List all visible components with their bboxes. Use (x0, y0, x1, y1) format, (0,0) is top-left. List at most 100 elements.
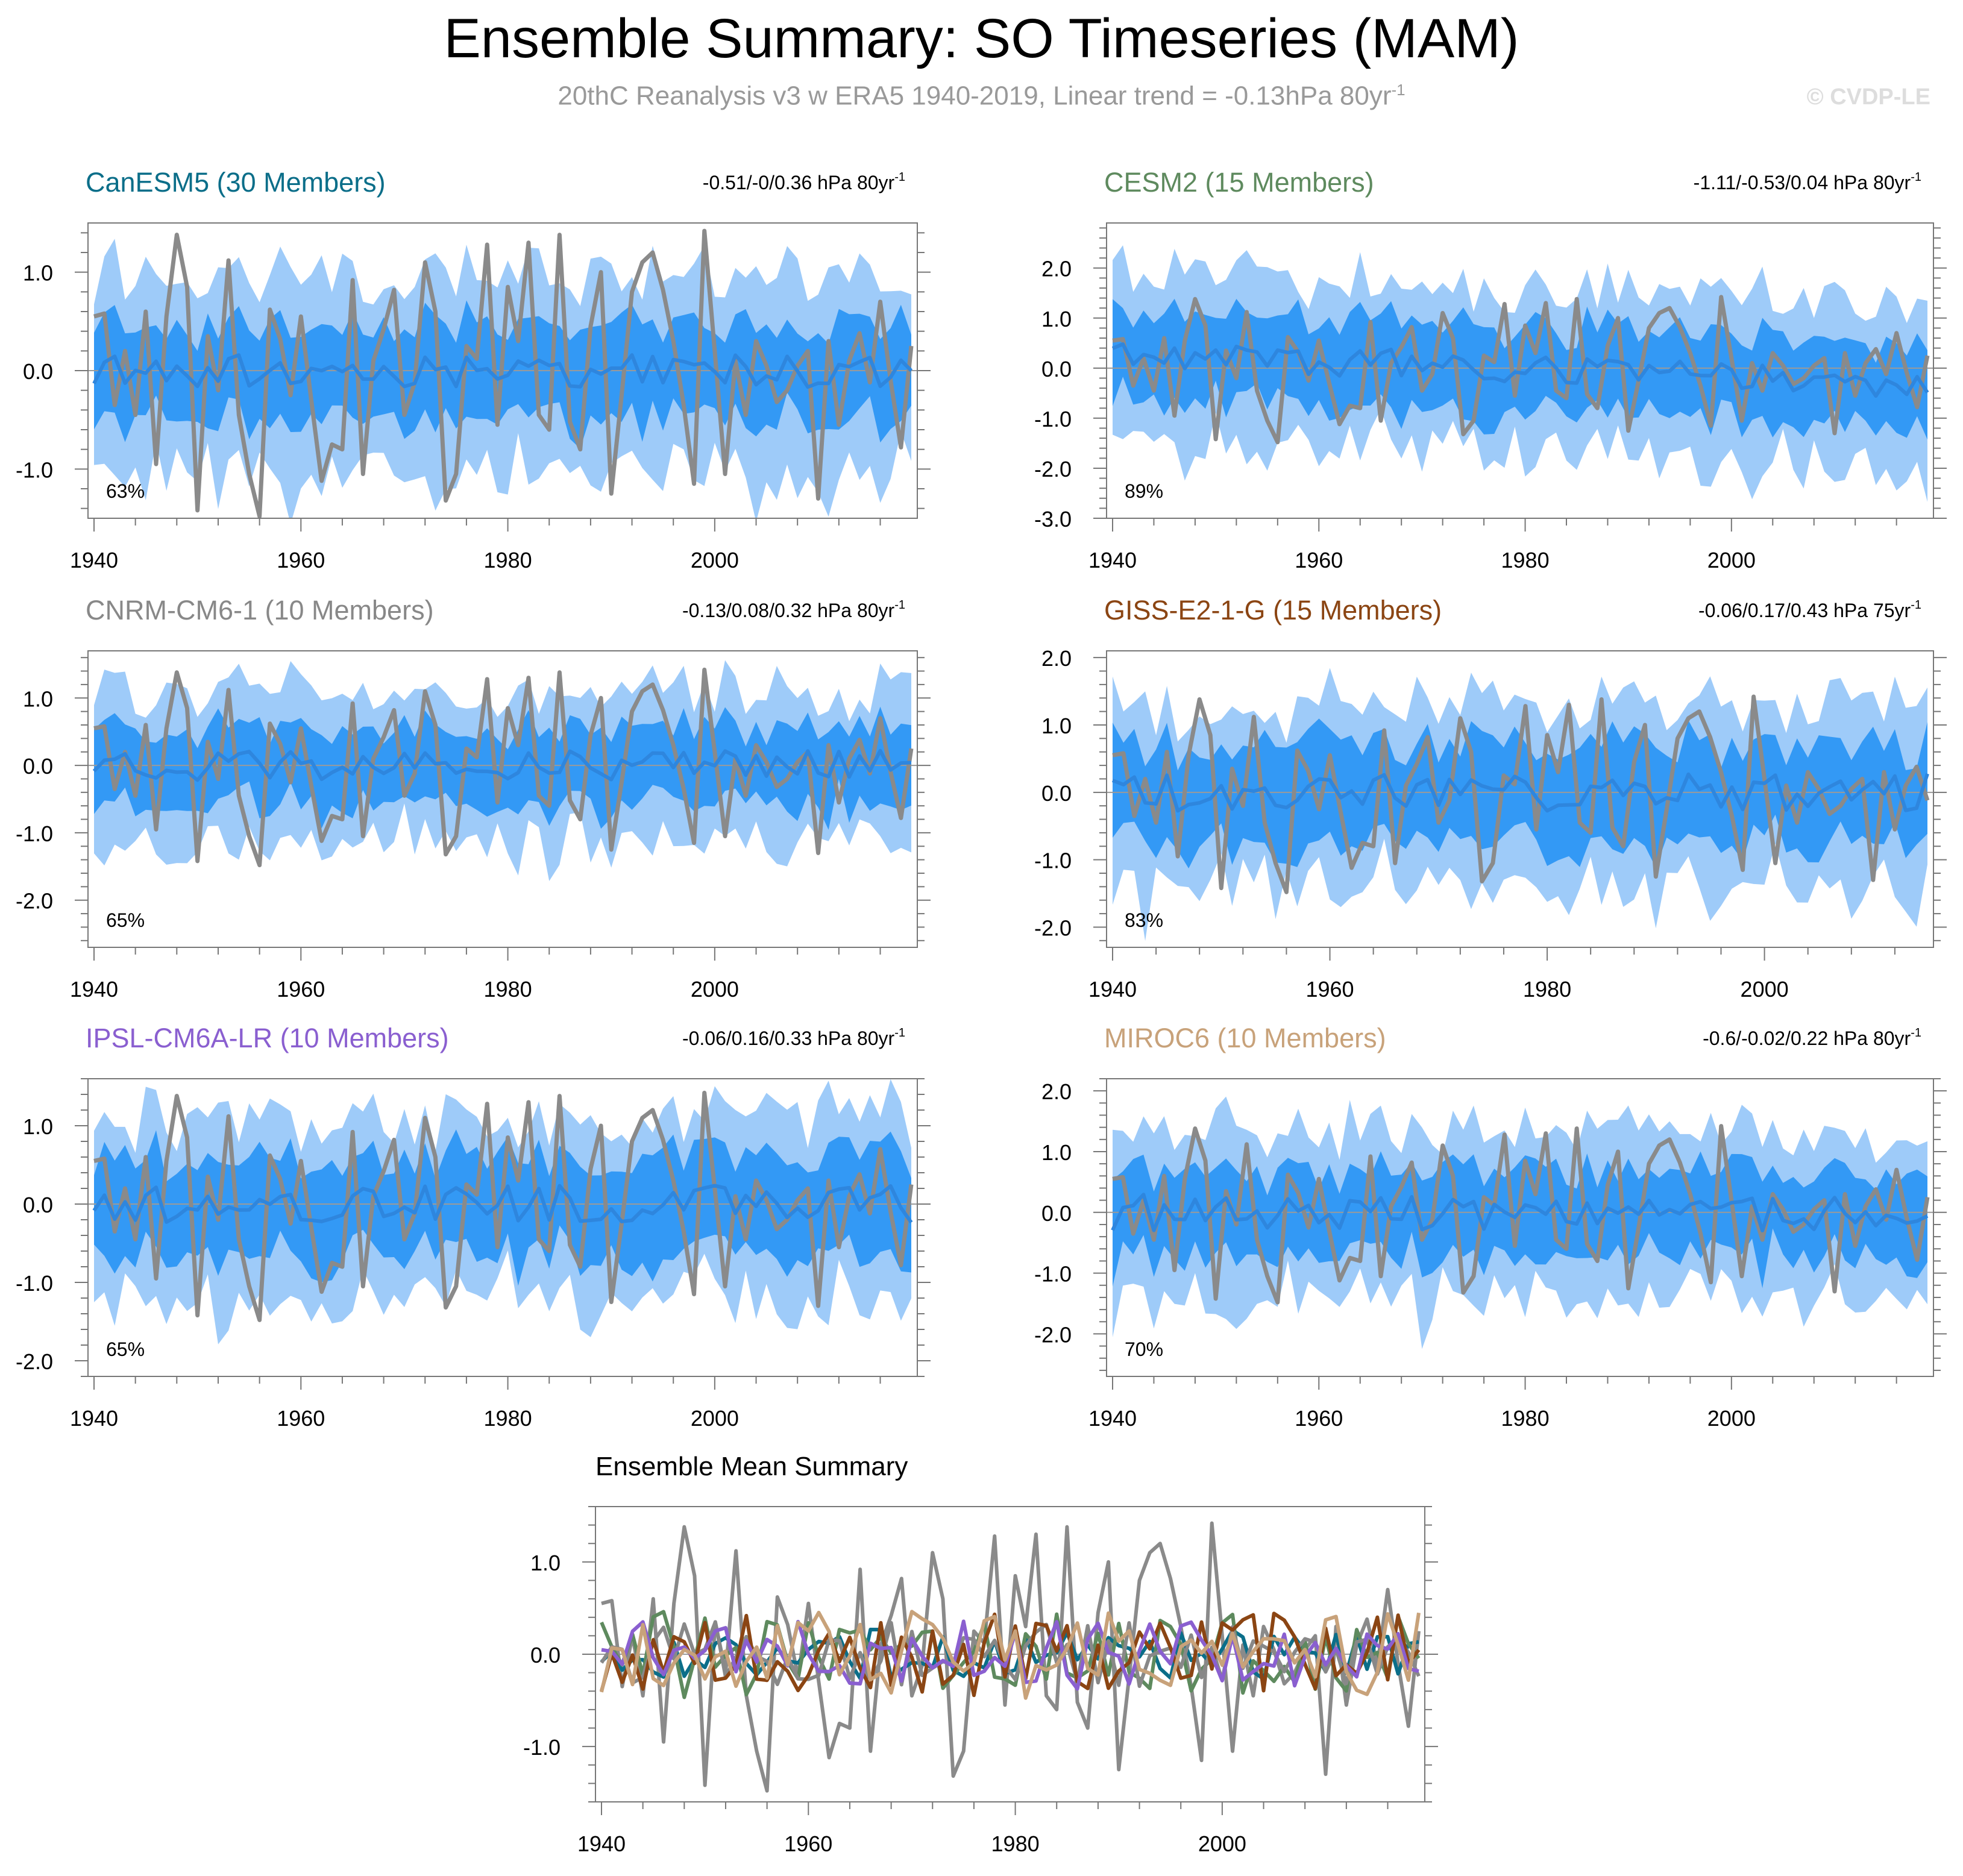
trend-text: -0.06/0.16/0.33 hPa 80yr (682, 1027, 895, 1049)
ensemble-mean-line (1111, 772, 1929, 813)
panel-7: -1.0 0.0 1.0 1940 1960 1980 2000 Ensemble Mean … (523, 1452, 1438, 1856)
y-tick-label: -1.0 (1034, 849, 1072, 873)
trend-text: -1.11/-0.53/0.04 hPa 80yr (1694, 172, 1911, 193)
trend-superscript: -1 (894, 598, 905, 612)
series-line-miroc6 (600, 1610, 1421, 1700)
y-tick-label: -1.0 (523, 1735, 561, 1760)
trend-superscript: -1 (1911, 1026, 1921, 1040)
y-tick-label: 1.0 (530, 1551, 561, 1575)
panel-title: CanESM5 (30 Members) (86, 167, 386, 198)
observed-line (1112, 295, 1930, 445)
trend-superscript: -1 (894, 171, 905, 184)
panel-1: -1.0 0.0 1.0 1940 1960 1980 2000 CanESM5 (30 Me… (16, 167, 931, 573)
x-tick-label: 1980 (484, 1406, 532, 1431)
x-tick-label: 1960 (277, 548, 325, 573)
y-tick-label: 2.0 (1041, 257, 1072, 281)
y-tick-label: 0.0 (530, 1643, 561, 1667)
observed-line (93, 228, 914, 518)
page-subtitle: 20thC Reanalysis v3 w ERA5 1940-2019, Li… (0, 81, 1963, 111)
y-tick-label: -2.0 (16, 1349, 53, 1374)
trend-superscript: -1 (894, 1026, 905, 1040)
trend-text: -0.6/-0.02/0.22 hPa 80yr (1703, 1027, 1911, 1049)
plot-region (1107, 1096, 1933, 1349)
panel-3: -2.0 -1.0 0.0 1.0 1940 1960 1980 2000 CNRM-CM6-1… (16, 595, 931, 1002)
x-tick-label: 2000 (1707, 548, 1756, 573)
x-tick-label: 1960 (784, 1831, 832, 1856)
x-tick-label: 2000 (691, 1406, 739, 1431)
trend-label: -0.06/0.16/0.33 hPa 80yr-1 (682, 1026, 905, 1049)
y-tick-label: 1.0 (23, 686, 53, 711)
observed-line (1112, 1124, 1930, 1305)
panel-2: -3.0 -2.0 -1.0 0.0 1.0 2.0 1940 1960 1980 2000 CES… (1034, 167, 1947, 573)
trend-superscript: -1 (1911, 171, 1921, 184)
plot-region (88, 228, 917, 518)
plot-frame (1106, 1078, 1934, 1377)
x-tick-label: 1960 (1295, 548, 1343, 573)
plot-region (1107, 245, 1933, 502)
y-tick-label: -1.0 (1034, 1262, 1072, 1287)
ensemble-mean-line (92, 353, 913, 389)
plot-region (595, 1521, 1425, 1793)
x-tick-label: 1980 (1501, 1406, 1550, 1431)
x-tick-label: 1980 (1523, 977, 1571, 1002)
plot-frame (87, 650, 918, 948)
y-tick-label: 1.0 (1041, 714, 1072, 738)
y-tick-label: -2.0 (1034, 1322, 1072, 1347)
x-tick-label: 1960 (277, 977, 325, 1002)
x-tick-label: 2000 (691, 548, 739, 573)
x-tick-label: 1940 (1088, 977, 1137, 1002)
ensemble-mean-line (1111, 1193, 1929, 1233)
trend-label: -0.6/-0.02/0.22 hPa 80yr-1 (1703, 1026, 1921, 1049)
y-tick-label: 1.0 (1041, 1140, 1072, 1165)
percent-label: 83% (1125, 909, 1163, 931)
x-tick-label: 2000 (1741, 977, 1789, 1002)
x-tick-label: 1940 (70, 977, 118, 1002)
x-tick-label: 2000 (691, 977, 739, 1002)
x-tick-label: 2000 (1707, 1406, 1756, 1431)
watermark: © CVDP-LE (1806, 84, 1930, 110)
x-tick-label: 1940 (1088, 1406, 1137, 1431)
y-tick-label: 0.0 (1041, 1201, 1072, 1226)
panel-title: GISS-E2-1-G (15 Members) (1104, 595, 1442, 626)
y-tick-label: -1.0 (16, 457, 53, 482)
panel-title: IPSL-CM6A-LR (10 Members) (86, 1023, 449, 1053)
y-tick-label: -1.0 (16, 1271, 53, 1296)
ensemble-mean-line (92, 748, 912, 782)
x-tick-label: 2000 (1198, 1831, 1246, 1856)
panel-title: CESM2 (15 Members) (1104, 167, 1374, 198)
ensemble-mean-line (92, 1184, 913, 1224)
y-tick-label: 1.0 (1041, 307, 1072, 331)
trend-label: -0.51/-0/0.36 hPa 80yr-1 (703, 171, 905, 193)
y-tick-label: 1.0 (23, 261, 53, 286)
y-tick-label: -2.0 (1034, 915, 1072, 940)
trend-text: -0.06/0.17/0.43 hPa 75yr (1698, 600, 1911, 621)
panel-title: Ensemble Mean Summary (595, 1452, 908, 1481)
percent-label: 63% (106, 480, 145, 502)
x-tick-label: 1960 (277, 1406, 325, 1431)
percent-label: 70% (1125, 1338, 1163, 1360)
y-tick-label: 1.0 (23, 1114, 53, 1139)
panel-title: CNRM-CM6-1 (10 Members) (86, 595, 434, 626)
y-tick-label: 0.0 (23, 1193, 53, 1217)
y-tick-label: -3.0 (1034, 507, 1072, 532)
trend-text: -0.13/0.08/0.32 hPa 80yr (682, 600, 895, 621)
plot-frame (1106, 650, 1934, 948)
y-tick-label: 0.0 (1041, 357, 1072, 381)
observed-line (93, 667, 914, 868)
trend-superscript: -1 (1911, 598, 1921, 612)
plot-region (88, 660, 917, 881)
plot-region (88, 1079, 917, 1344)
y-tick-label: 0.0 (23, 359, 53, 384)
x-tick-label: 1940 (1088, 548, 1137, 573)
y-tick-label: -1.0 (16, 821, 53, 846)
trend-label: -0.06/0.17/0.43 hPa 75yr-1 (1698, 598, 1921, 621)
panel-title: MIROC6 (10 Members) (1104, 1023, 1386, 1053)
subtitle-text: 20thC Reanalysis v3 w ERA5 1940-2019, Li… (557, 81, 1392, 111)
x-tick-label: 1940 (70, 548, 118, 573)
y-tick-label: 2.0 (1041, 1079, 1072, 1104)
y-tick-label: -2.0 (16, 889, 53, 914)
percent-label: 65% (106, 909, 145, 931)
trend-label: -0.13/0.08/0.32 hPa 80yr-1 (682, 598, 905, 621)
x-tick-label: 1960 (1305, 977, 1354, 1002)
